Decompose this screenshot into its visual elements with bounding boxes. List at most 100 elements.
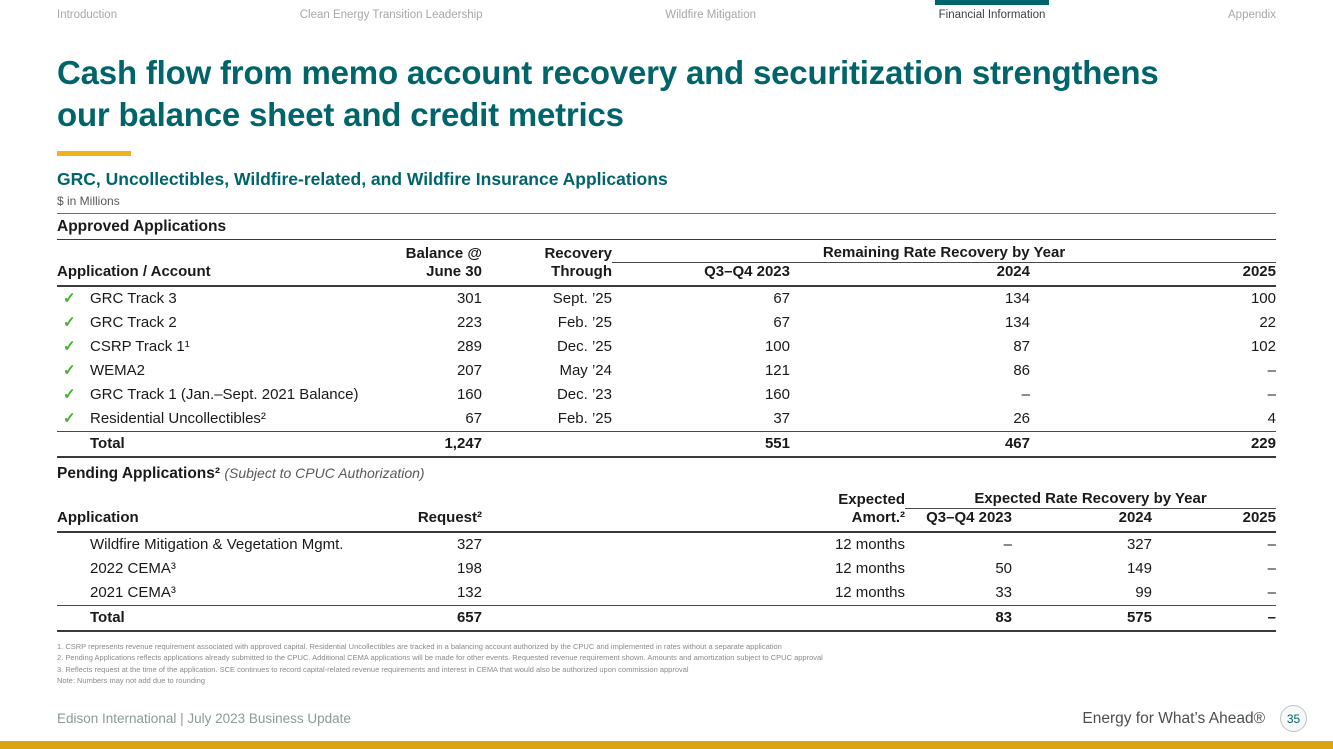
y2025-value: –	[1267, 560, 1276, 578]
recovery-through-value: Dec. ’23	[556, 386, 612, 404]
top-nav: Introduction Clean Energy Transition Lea…	[0, 0, 1333, 32]
check-icon: ✓	[63, 338, 76, 356]
y2024-value: –	[1021, 386, 1030, 404]
nav-item-financial-information[interactable]: Financial Information	[934, 0, 1050, 32]
header-balance-line2: June 30	[397, 262, 482, 288]
balance-value: 223	[456, 314, 482, 332]
total-label: Total	[57, 431, 397, 459]
balance-value: 67	[465, 410, 482, 428]
table-row: ✓ Residential Uncollectibles² 67 Feb. ’25…	[57, 407, 1276, 432]
approved-header-row-2: Application / Account June 30 Through Q3…	[57, 262, 1276, 288]
total-through	[482, 431, 612, 459]
y2024-value: 26	[1013, 410, 1030, 428]
table-row: 2021 CEMA³ 132 12 months 33 99 –	[57, 581, 1276, 606]
request-value: 327	[456, 536, 482, 554]
pending-header-row-1: Expected Expected Rate Recovery by Year	[57, 486, 1276, 510]
header-2025: 2025	[1030, 262, 1276, 288]
pending-title-text: Pending Applications²	[57, 465, 221, 483]
header-spacer	[397, 486, 482, 509]
y2023-value: 121	[764, 362, 790, 380]
header-spacer	[57, 486, 397, 509]
y2025-value: 22	[1259, 314, 1276, 332]
footer: Edison International | July 2023 Busines…	[57, 705, 1307, 732]
footnote-1: 1. CSRP represents revenue requirement a…	[57, 642, 782, 652]
table-row: ✓ GRC Track 1 (Jan.–Sept. 2021 Balance) 1…	[57, 383, 1276, 407]
application-name: Residential Uncollectibles²	[90, 410, 266, 428]
header-remaining-recovery-span: Remaining Rate Recovery by Year	[612, 240, 1276, 264]
total-y2025: –	[1152, 605, 1276, 633]
total-y2025: 229	[1030, 431, 1276, 459]
approved-section-title: Approved Applications	[57, 214, 1276, 241]
footnotes: 1. CSRP represents revenue requirement a…	[57, 641, 1276, 686]
nav-item-introduction[interactable]: Introduction	[57, 9, 118, 21]
recovery-through-value: May ’24	[559, 362, 612, 380]
header-expected-line1: Expected	[838, 490, 905, 508]
nav-item-clean-energy[interactable]: Clean Energy Transition Leadership	[299, 9, 483, 21]
y2024-value: 99	[1135, 584, 1152, 602]
title-accent-bar	[57, 151, 131, 157]
y2023-value: 100	[764, 338, 790, 356]
balance-value: 207	[456, 362, 482, 380]
application-cell: ✓ GRC Track 2	[57, 311, 397, 335]
header-2024: 2024	[1012, 508, 1152, 534]
approved-table: Balance @ Recovery Remaining Rate Recove…	[57, 240, 1276, 459]
application-name: GRC Track 3	[90, 290, 177, 308]
recovery-through-value: Feb. ’25	[557, 410, 612, 428]
total-amort	[482, 605, 905, 633]
pending-section-title: Pending Applications² (Subject to CPUC A…	[57, 465, 1276, 483]
application-cell: 2021 CEMA³	[57, 581, 397, 606]
application-name: WEMA2	[90, 362, 146, 380]
application-name: GRC Track 2	[90, 314, 177, 332]
application-cell: ✓ Residential Uncollectibles²	[57, 407, 397, 432]
pending-total-row: Total 657 83 575 –	[57, 605, 1276, 633]
balance-value: 289	[456, 338, 482, 356]
total-label: Total	[57, 605, 397, 633]
y2025-value: 102	[1250, 338, 1276, 356]
amort-value: 12 months	[834, 536, 905, 554]
application-name: CSRP Track 1¹	[90, 338, 190, 356]
y2023-value: 160	[764, 386, 790, 404]
amort-value: 12 months	[834, 560, 905, 578]
header-q3q4-2023: Q3–Q4 2023	[905, 508, 1012, 534]
total-request: 657	[397, 605, 482, 633]
y2025-value: –	[1267, 362, 1276, 380]
nav-item-appendix[interactable]: Appendix	[1228, 9, 1276, 21]
application-cell: ✓ CSRP Track 1¹	[57, 335, 397, 359]
header-application: Application	[57, 508, 397, 534]
table-row: 2022 CEMA³ 198 12 months 50 149 –	[57, 557, 1276, 581]
application-name: 2022 CEMA³	[90, 560, 176, 578]
nav-item-wildfire-mitigation[interactable]: Wildfire Mitigation	[665, 9, 756, 21]
y2025-value: 4	[1267, 410, 1276, 428]
footer-company-label: Edison International | July 2023 Busines…	[57, 711, 351, 726]
y2023-value: –	[1003, 536, 1012, 554]
y2023-value: 67	[773, 290, 790, 308]
request-value: 198	[456, 560, 482, 578]
header-2024: 2024	[790, 262, 1030, 288]
header-recovery-line1: Recovery	[544, 244, 612, 262]
application-cell: Wildfire Mitigation & Vegetation Mgmt.	[57, 532, 397, 557]
check-icon: ✓	[63, 314, 76, 332]
pending-header-row-2: Application Request² Amort.² Q3–Q4 2023 …	[57, 508, 1276, 534]
request-value: 132	[456, 584, 482, 602]
footnote-2: 2. Pending Applications reflects applica…	[57, 653, 823, 663]
header-request: Request²	[397, 508, 482, 534]
footer-right: Energy for What’s Ahead® 35	[1082, 705, 1307, 732]
amort-value: 12 months	[834, 584, 905, 602]
y2023-value: 67	[773, 314, 790, 332]
check-icon: ✓	[63, 386, 76, 404]
application-cell: ✓ GRC Track 1 (Jan.–Sept. 2021 Balance)	[57, 383, 397, 407]
recovery-through-value: Sept. ’25	[552, 290, 612, 308]
table-row: ✓ WEMA2 207 May ’24 121 86 –	[57, 359, 1276, 383]
header-spacer	[57, 240, 397, 263]
y2024-value: 86	[1013, 362, 1030, 380]
y2024-value: 149	[1126, 560, 1152, 578]
header-application-account: Application / Account	[57, 262, 397, 288]
check-icon: ✓	[63, 410, 76, 428]
pending-table: Expected Expected Rate Recovery by Year …	[57, 486, 1276, 633]
y2023-value: 33	[995, 584, 1012, 602]
page-title: Cash flow from memo account recovery and…	[57, 54, 1159, 133]
y2025-value: –	[1267, 584, 1276, 602]
total-y2023: 551	[612, 431, 790, 459]
approved-header-row-1: Balance @ Recovery Remaining Rate Recove…	[57, 240, 1276, 264]
